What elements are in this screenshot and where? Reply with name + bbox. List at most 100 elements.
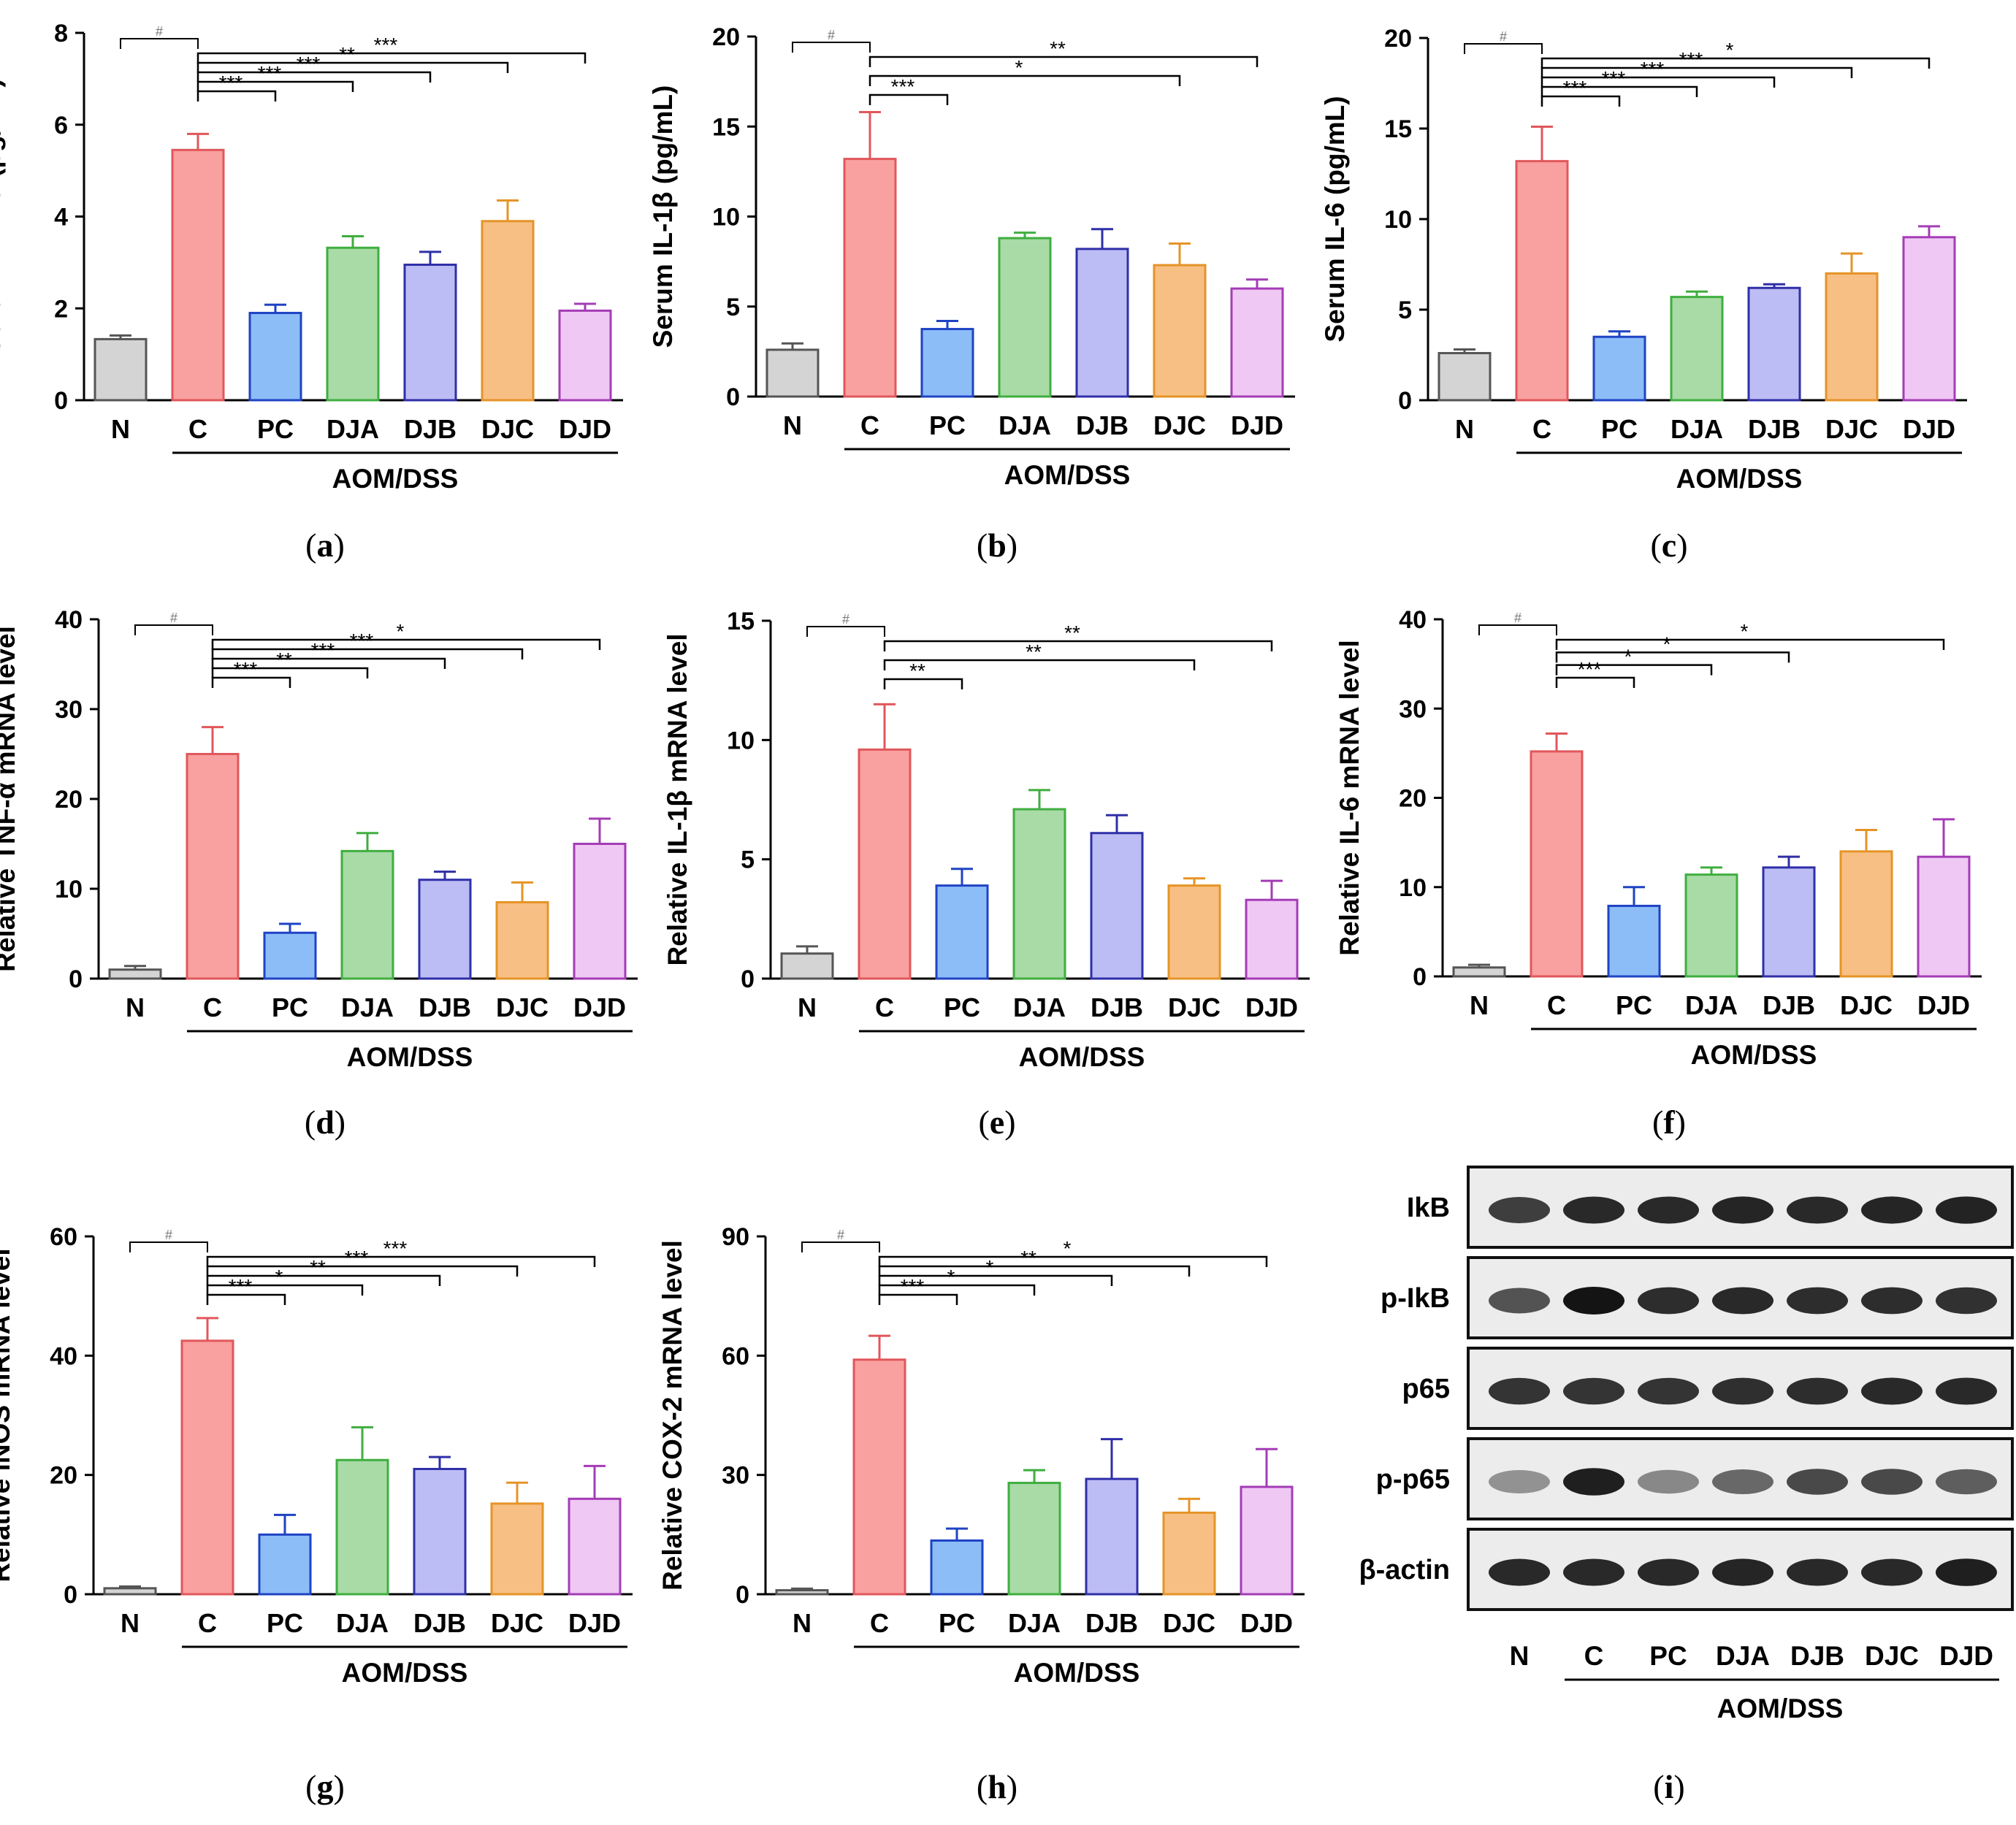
bracket (1555, 676, 1635, 688)
y-tick-label: 6 (54, 112, 68, 139)
x-tick-label: PC (1616, 990, 1652, 1020)
bracket (1540, 85, 1698, 97)
x-tick-label: DJB (1091, 992, 1143, 1022)
x-tick-label: C (203, 992, 222, 1022)
sig-label: ** (1064, 621, 1080, 644)
y-tick-label: 40 (55, 606, 83, 634)
y-tick-label: 0 (741, 965, 755, 993)
sig-label: *** (901, 1275, 925, 1298)
bracket (206, 1293, 286, 1305)
y-tick-label: 10 (727, 727, 755, 754)
bar-N (108, 968, 162, 980)
x-tick-label: DJB (413, 1608, 466, 1638)
blot-row-label: p-p65 (1376, 1464, 1450, 1495)
western-blot: IkB p-IkB p65 p-p65 β-actin N C PC DJA DJB DJC DJD A… (1359, 1166, 2014, 1723)
sig-label: *** (345, 1247, 369, 1269)
chart-b: 0 5 10 15 20 Serum IL-1β (pg/mL) N C PC DJA DJB DJC… (648, 23, 1295, 490)
sig-hash: # (165, 1228, 172, 1242)
x-tick-label: DJD (1240, 1608, 1293, 1638)
caption-f: (f) (1652, 1103, 1686, 1141)
y-tick-label: 2 (54, 295, 68, 323)
bracket (878, 1293, 958, 1305)
x-tick-label: N (783, 410, 802, 440)
bracket (1540, 66, 1853, 78)
bracket (878, 1274, 1113, 1286)
chart-f: 0 10 20 30 40 Relative IL-6 mRNA level N C PC DJA… (1335, 606, 1982, 1070)
x-tick-label: DJB (1085, 1608, 1138, 1638)
sig-label: *** (383, 1237, 408, 1260)
bar-PC (1607, 904, 1661, 978)
x-tick-label: DJA (1008, 1608, 1061, 1638)
bar-DJA (340, 849, 394, 980)
sig-label: *** (234, 658, 258, 681)
bar-DJA (1007, 1482, 1061, 1596)
sig-label: *** (374, 34, 398, 56)
bracket-hash (134, 624, 213, 635)
y-tick-label: 30 (55, 696, 83, 724)
x-tick-label: C (870, 1608, 889, 1638)
caption-g: (g) (305, 1768, 345, 1805)
bracket-hash (792, 42, 871, 53)
bar-DJA (998, 237, 1052, 398)
sig-label: *** (1563, 77, 1587, 99)
sig-hash: # (828, 28, 835, 42)
sig-hash: # (170, 611, 177, 625)
sig-hash: # (837, 1228, 844, 1242)
bar-C (1530, 750, 1584, 978)
bar-N (775, 1589, 829, 1596)
bar-N (1452, 966, 1506, 978)
y-tick-label: 5 (726, 294, 740, 321)
band (1563, 1287, 1624, 1315)
sig-label: * (1015, 56, 1023, 79)
x-tick-label: C (860, 410, 879, 440)
blot-lane-label: DJB (1790, 1641, 1844, 1671)
y-tick-label: 4 (54, 204, 68, 232)
band (1936, 1469, 1997, 1495)
bar-DJC (1825, 272, 1879, 402)
bracket (206, 1265, 519, 1277)
x-tick-label: DJD (573, 992, 626, 1022)
y-tick-label: 0 (736, 1581, 749, 1609)
x-tick-label: DJB (404, 414, 457, 444)
band (1861, 1377, 1923, 1405)
band (1712, 1469, 1773, 1494)
bracket (211, 638, 601, 650)
x-tick-label: DJC (491, 1608, 543, 1638)
x-tick-label: N (111, 414, 130, 444)
group-label: AOM/DSS (1014, 1658, 1140, 1688)
bar-N (103, 1587, 157, 1596)
sig-label: * (397, 620, 405, 643)
band (1787, 1469, 1848, 1495)
sig-label: *** (891, 75, 915, 98)
bar-DJA (335, 1458, 389, 1596)
bar-DJB (1747, 286, 1801, 402)
x-tick-label: DJA (341, 992, 394, 1022)
group-label: AOM/DSS (1676, 464, 1803, 494)
sig-label: * (947, 1266, 955, 1288)
bracket (1555, 638, 1945, 650)
bar-C (171, 148, 225, 402)
y-axis-label: Relative TNF-α mRNA level (0, 626, 20, 972)
band (1936, 1377, 1997, 1405)
chart-c: 0 5 10 15 20 Serum IL-6 (pg/mL) N C PC DJA DJB DJC D… (1320, 25, 1967, 494)
x-tick-label: DJC (496, 992, 549, 1022)
band (1712, 1196, 1773, 1224)
sig-label: ** (339, 43, 355, 66)
x-tick-label: N (793, 1608, 812, 1638)
bracket (196, 80, 354, 92)
bracket (1540, 95, 1621, 107)
x-tick-label: N (798, 992, 817, 1022)
bar-PC (930, 1539, 984, 1596)
sig-label: *** (219, 72, 243, 94)
caption-e: (e) (978, 1103, 1016, 1141)
chart-d: 0 10 20 30 40 Relative TNF-α mRNA level N C PC DJ… (0, 606, 638, 1072)
bar-PC (248, 312, 302, 402)
band (1638, 1469, 1699, 1494)
bar-N (780, 952, 834, 980)
group-label: AOM/DSS (1717, 1694, 1844, 1723)
blot-row-label: IkB (1407, 1193, 1450, 1223)
bracket (883, 659, 1196, 670)
bracket (868, 74, 1181, 86)
bracket (196, 61, 509, 73)
